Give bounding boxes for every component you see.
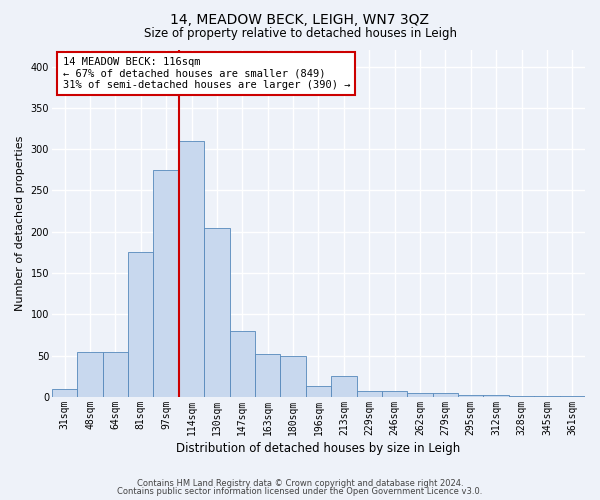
Bar	[509, 396, 534, 397]
Text: 14, MEADOW BECK, LEIGH, WN7 3QZ: 14, MEADOW BECK, LEIGH, WN7 3QZ	[170, 12, 430, 26]
Text: Size of property relative to detached houses in Leigh: Size of property relative to detached ho…	[143, 28, 457, 40]
Bar	[433, 393, 458, 397]
Bar	[77, 352, 103, 397]
Bar	[306, 386, 331, 397]
Bar	[154, 170, 179, 397]
Bar	[128, 252, 154, 397]
Bar	[179, 141, 204, 397]
Bar	[356, 391, 382, 397]
Bar	[382, 391, 407, 397]
Bar	[204, 228, 230, 397]
Bar	[280, 356, 306, 397]
Text: Contains HM Land Registry data © Crown copyright and database right 2024.: Contains HM Land Registry data © Crown c…	[137, 478, 463, 488]
Bar	[331, 376, 356, 397]
Bar	[458, 396, 484, 397]
Bar	[484, 396, 509, 397]
Text: Contains public sector information licensed under the Open Government Licence v3: Contains public sector information licen…	[118, 487, 482, 496]
Bar	[560, 396, 585, 397]
Bar	[230, 331, 255, 397]
X-axis label: Distribution of detached houses by size in Leigh: Distribution of detached houses by size …	[176, 442, 461, 455]
Bar	[255, 354, 280, 397]
Bar	[534, 396, 560, 397]
Bar	[407, 393, 433, 397]
Bar	[103, 352, 128, 397]
Y-axis label: Number of detached properties: Number of detached properties	[15, 136, 25, 311]
Bar	[52, 389, 77, 397]
Text: 14 MEADOW BECK: 116sqm
← 67% of detached houses are smaller (849)
31% of semi-de: 14 MEADOW BECK: 116sqm ← 67% of detached…	[62, 57, 350, 90]
